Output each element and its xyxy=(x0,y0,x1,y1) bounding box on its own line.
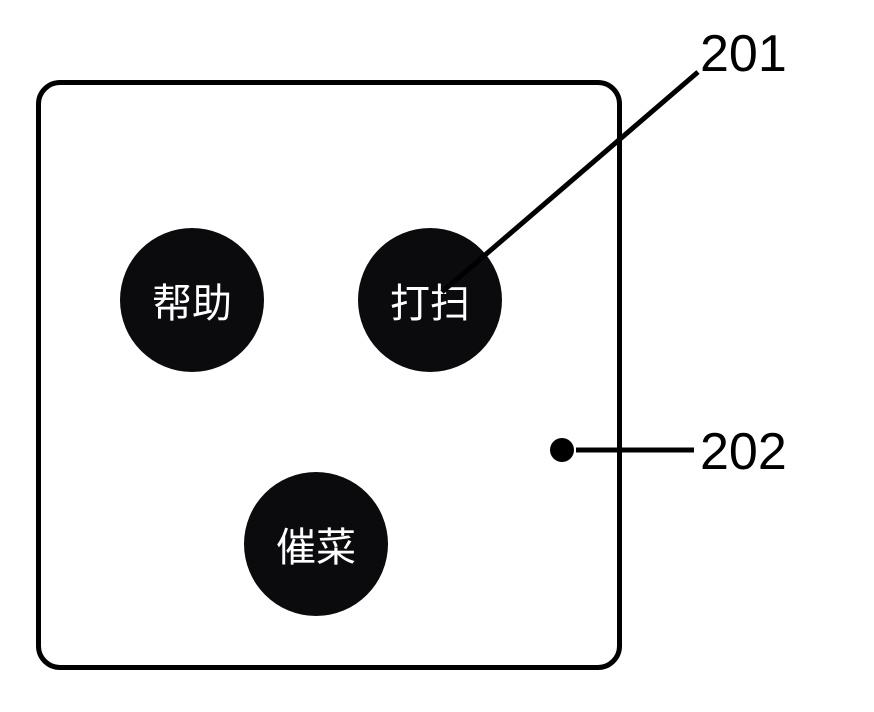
callout-201-text: 201 xyxy=(700,25,787,83)
urge-dish-button[interactable]: 催菜 xyxy=(244,472,388,616)
callout-202-text: 202 xyxy=(700,423,787,481)
indicator-dot xyxy=(550,438,574,462)
clean-button-label: 打扫 xyxy=(390,271,470,329)
callout-label-202: 202 xyxy=(700,422,787,482)
help-button[interactable]: 帮助 xyxy=(120,228,264,372)
urge-dish-button-label: 催菜 xyxy=(276,515,356,573)
help-button-label: 帮助 xyxy=(152,271,232,329)
callout-label-201: 201 xyxy=(700,24,787,84)
clean-button[interactable]: 打扫 xyxy=(358,228,502,372)
